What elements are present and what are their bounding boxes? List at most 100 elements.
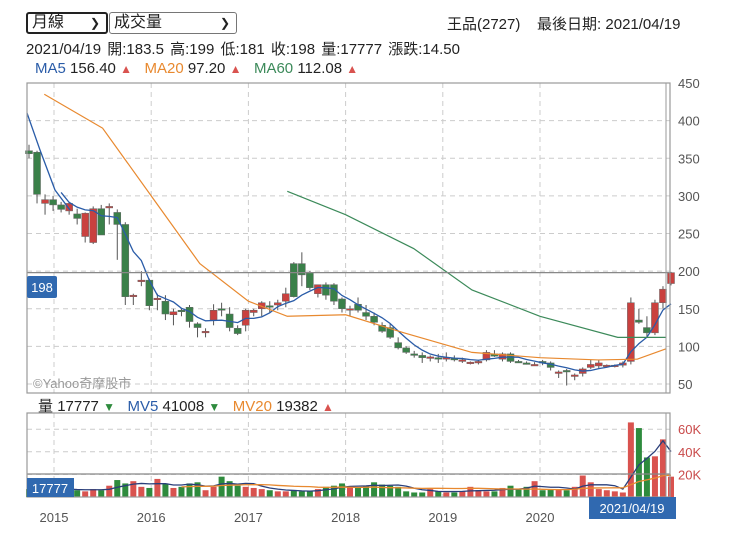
mv20-value: 19382 bbox=[276, 398, 318, 415]
y-tick-label: 50 bbox=[678, 377, 692, 392]
volume-bar bbox=[106, 485, 113, 497]
volume-bar bbox=[555, 489, 562, 497]
ma5-line-lead bbox=[26, 112, 71, 211]
ma5-label: MA5 bbox=[35, 60, 66, 77]
volume-bar bbox=[419, 492, 426, 497]
indicator-select[interactable]: 成交量 ❯ bbox=[109, 12, 237, 34]
candle-body bbox=[177, 310, 186, 313]
volume-bar bbox=[491, 491, 498, 497]
candle-body bbox=[25, 150, 33, 154]
candle-body bbox=[554, 371, 563, 374]
candle-body bbox=[185, 306, 194, 322]
volume-label: 量 bbox=[38, 398, 54, 415]
volume-bar bbox=[435, 491, 442, 497]
volume-bar bbox=[355, 487, 362, 497]
volume-bar bbox=[250, 487, 257, 497]
candle-body bbox=[137, 279, 146, 282]
volume-panel-border bbox=[26, 412, 671, 498]
y-tick-label: 450 bbox=[678, 76, 700, 91]
candle-body bbox=[378, 325, 386, 332]
candle-body bbox=[105, 206, 113, 209]
volume-bar bbox=[459, 491, 466, 497]
volume-bar bbox=[98, 490, 105, 497]
volume-tag bbox=[27, 478, 74, 497]
candle-body bbox=[418, 355, 426, 358]
candle-body bbox=[394, 342, 402, 349]
volume-bar bbox=[322, 486, 329, 497]
y-tick-label: 300 bbox=[678, 189, 700, 204]
x-tick-label: 2019 bbox=[428, 510, 457, 525]
candle-body bbox=[129, 294, 138, 297]
volume-bar bbox=[314, 489, 321, 497]
candle-body bbox=[627, 302, 635, 362]
ma60-value: 112.08 bbox=[297, 60, 343, 77]
volume-bar bbox=[306, 491, 313, 497]
volume-bar bbox=[186, 483, 193, 497]
volume-bar bbox=[571, 486, 578, 497]
volume-bar bbox=[467, 486, 474, 497]
candle-body bbox=[482, 352, 491, 361]
candle-body bbox=[217, 308, 226, 311]
volume-bar bbox=[668, 476, 674, 497]
chevron-down-icon: ❯ bbox=[219, 16, 230, 30]
volume-bar bbox=[170, 487, 177, 497]
candle-body bbox=[458, 359, 467, 362]
ma-legend: MA5 156.40 ▲ MA20 97.20 ▲ MA60 112.08 ▲ bbox=[35, 60, 358, 77]
volume-legend: 量 17777 ▼ MV5 41008 ▼ MV20 19382 ▲ bbox=[38, 395, 334, 416]
mv20-line bbox=[181, 474, 672, 491]
volume-bar bbox=[347, 486, 353, 497]
volume-bar bbox=[274, 491, 281, 497]
last-date: 最後日期: 2021/04/19 bbox=[537, 16, 681, 33]
candle-body bbox=[274, 302, 282, 306]
volume-bar bbox=[130, 481, 137, 497]
x-tick-label: 2018 bbox=[331, 510, 360, 525]
volume-bar bbox=[82, 491, 89, 497]
triangle-up-icon: ▲ bbox=[322, 400, 334, 414]
candle-body bbox=[81, 212, 89, 237]
volume-bar bbox=[90, 489, 97, 497]
volume-bar bbox=[266, 490, 273, 497]
y-tick-label: 200 bbox=[678, 264, 700, 279]
volume-bar bbox=[643, 457, 650, 497]
candle-body bbox=[209, 310, 218, 321]
ma20-label: MA20 bbox=[144, 60, 184, 77]
volume-bar bbox=[635, 428, 642, 497]
period-select[interactable]: 月線 ❯ bbox=[26, 12, 108, 34]
candle-body bbox=[121, 224, 130, 297]
volume-bar bbox=[202, 490, 209, 497]
candle-body bbox=[282, 293, 290, 302]
volume-bar bbox=[210, 486, 217, 497]
volume-bar bbox=[395, 486, 402, 497]
volume-bar bbox=[242, 486, 249, 497]
volume-bar bbox=[547, 489, 554, 497]
candle-body bbox=[338, 298, 346, 309]
volume-bar bbox=[154, 478, 161, 497]
y-tick-label: 400 bbox=[678, 114, 700, 129]
mv20-label: MV20 bbox=[232, 398, 272, 415]
triangle-up-icon: ▲ bbox=[229, 62, 242, 76]
mv5-label: MV5 bbox=[127, 398, 159, 415]
volume-bar bbox=[282, 491, 289, 497]
candle-body bbox=[434, 357, 443, 360]
volume-bar bbox=[146, 487, 153, 497]
volume-value: 17777 bbox=[57, 398, 99, 415]
volume-bar bbox=[226, 481, 233, 497]
candle-body bbox=[410, 353, 418, 356]
candle-body bbox=[322, 284, 330, 296]
candle-body bbox=[89, 208, 97, 243]
candle-body bbox=[667, 272, 675, 284]
volume-bar bbox=[122, 483, 129, 497]
candle-body bbox=[659, 288, 667, 303]
triangle-down-icon: ▼ bbox=[103, 400, 115, 414]
candle-body bbox=[33, 151, 41, 195]
candle-body bbox=[402, 347, 410, 353]
candle-body bbox=[41, 199, 49, 204]
price-panel-border bbox=[26, 82, 671, 394]
y-tick-label: 250 bbox=[678, 227, 700, 242]
volume-tick-label: 40K bbox=[678, 445, 701, 460]
candle-body bbox=[65, 203, 73, 212]
volume-bar bbox=[659, 439, 666, 497]
candle-body bbox=[362, 312, 370, 317]
candle-body bbox=[466, 361, 475, 364]
